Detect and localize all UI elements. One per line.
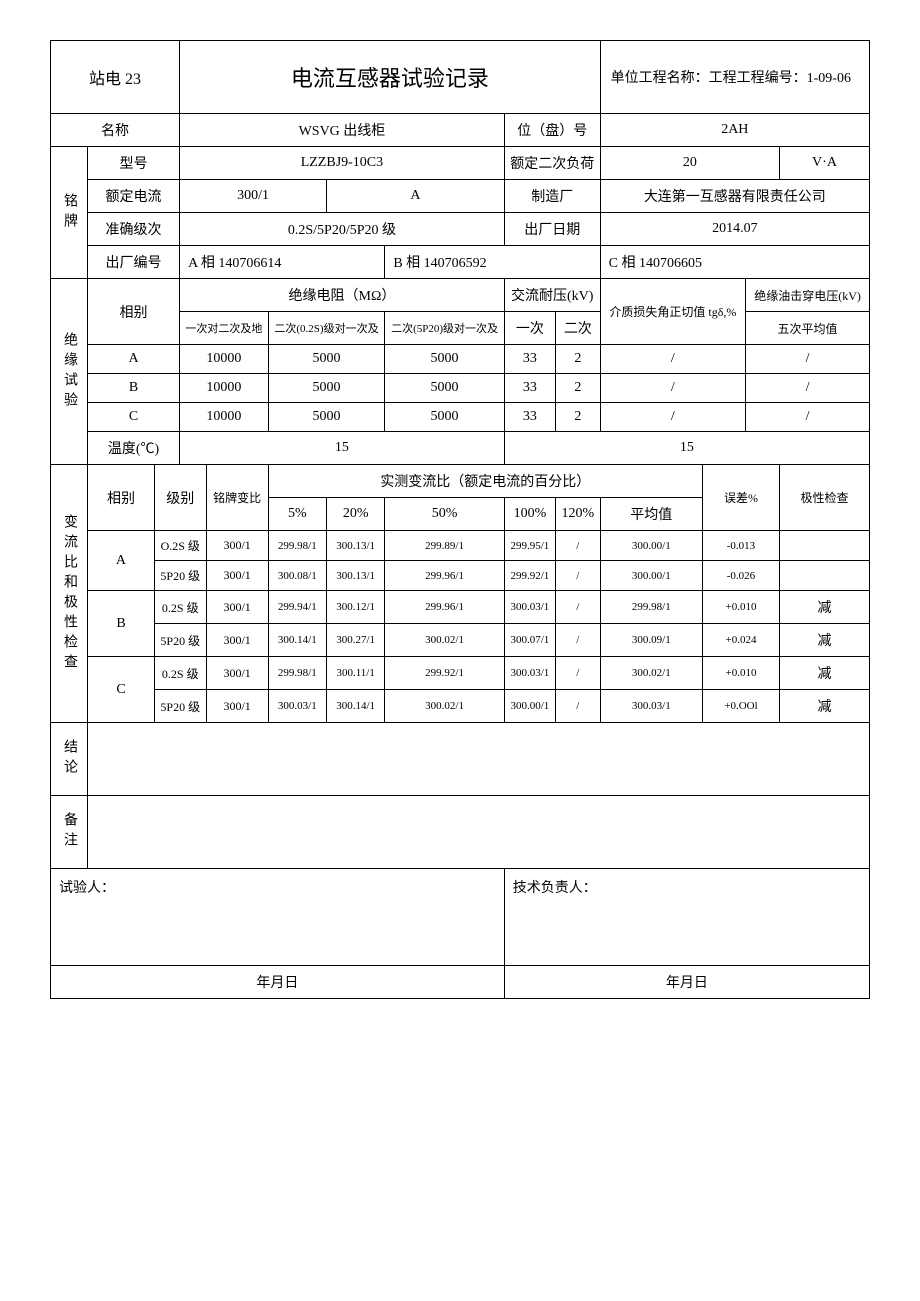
np-ratio-label: 铭牌变比 — [206, 465, 268, 531]
model-value: LZZBJ9-10C3 — [180, 147, 505, 180]
ac-label: 交流耐压(kV) — [504, 279, 600, 312]
err-label: 误差% — [702, 465, 779, 531]
polarity-label: 极性检查 — [780, 465, 870, 531]
temp1: 15 — [180, 432, 505, 465]
ratio-row: 5P20 级 300/1 300.08/1 300.13/1 299.96/1 … — [51, 561, 870, 591]
remark-label: 备注 — [51, 796, 88, 869]
ratio-row: 5P20 级 300/1 300.14/1 300.27/1 300.02/1 … — [51, 624, 870, 657]
ratio-row: 5P20 级 300/1 300.03/1 300.14/1 300.02/1 … — [51, 690, 870, 723]
ratio-section: 变流比和极性检查 — [51, 465, 88, 723]
doc-title: 电流互感器试验记录 — [180, 41, 601, 114]
test-record-table: 站电 23 电流互感器试验记录 单位工程名称：工程工程编号：1-09-06 名称… — [50, 40, 870, 999]
ac-col1: 一次 — [504, 312, 555, 345]
accuracy-label: 准确级次 — [88, 213, 180, 246]
oil-avg-label: 五次平均值 — [746, 312, 870, 345]
conclusion-label: 结论 — [51, 723, 88, 796]
res-col3: 二次(5P20)级对一次及 — [385, 312, 504, 345]
insulation-row: C 10000 5000 5000 33 2 / / — [51, 403, 870, 432]
name-value: WSVG 出线柜 — [180, 114, 505, 147]
station-code: 站电 23 — [51, 41, 180, 114]
pos-label: 位（盘）号 — [504, 114, 600, 147]
nameplate-section: 铭牌 — [51, 147, 88, 279]
res-col2: 二次(0.2S)级对一次及 — [268, 312, 385, 345]
measured-label: 实测变流比（额定电流的百分比） — [268, 465, 702, 498]
serial-b: B 相 140706592 — [385, 246, 600, 279]
res-col1: 一次对二次及地 — [180, 312, 269, 345]
remark-value — [88, 796, 870, 869]
serial-c: C 相 140706605 — [600, 246, 869, 279]
mfg-date-value: 2014.07 — [600, 213, 869, 246]
serial-label: 出厂编号 — [88, 246, 180, 279]
tech-date: 年月日 — [504, 966, 869, 999]
name-label: 名称 — [51, 114, 180, 147]
serial-a: A 相 140706614 — [180, 246, 385, 279]
project-info: 单位工程名称：工程工程编号：1-09-06 — [600, 41, 869, 114]
insulation-row: A 10000 5000 5000 33 2 / / — [51, 345, 870, 374]
accuracy-value: 0.2S/5P20/5P20 级 — [180, 213, 505, 246]
pos-value: 2AH — [600, 114, 869, 147]
conclusion-value — [88, 723, 870, 796]
tester-label: 试验人： — [51, 869, 505, 966]
ratio-phase-label: 相别 — [88, 465, 155, 531]
oil-label: 绝缘油击穿电压(kV) — [746, 279, 870, 312]
phase-label: 相别 — [88, 279, 180, 345]
tester-date: 年月日 — [51, 966, 505, 999]
ratio-row: A O.2S 级 300/1 299.98/1 300.13/1 299.89/… — [51, 531, 870, 561]
rated-current-label: 额定电流 — [88, 180, 180, 213]
rated-current-unit: A — [326, 180, 504, 213]
ratio-class-label: 级别 — [154, 465, 206, 531]
ratio-row: B 0.2S 级 300/1 299.94/1 300.12/1 299.96/… — [51, 591, 870, 624]
rated-sec-load-unit: V·A — [780, 147, 870, 180]
manufacturer-value: 大连第一互感器有限责任公司 — [600, 180, 869, 213]
res-label: 绝缘电阻（MΩ） — [180, 279, 505, 312]
insulation-section: 绝缘试验 — [51, 279, 88, 465]
ac-col2: 二次 — [556, 312, 601, 345]
tan-label: 介质损失角正切值 tgδ,% — [600, 279, 746, 345]
tech-label: 技术负责人： — [504, 869, 869, 966]
temp-label: 温度(℃) — [88, 432, 180, 465]
model-label: 型号 — [88, 147, 180, 180]
insulation-row: B 10000 5000 5000 33 2 / / — [51, 374, 870, 403]
mfg-date-label: 出厂日期 — [504, 213, 600, 246]
rated-sec-load-value: 20 — [600, 147, 779, 180]
rated-current-value: 300/1 — [180, 180, 327, 213]
temp2: 15 — [504, 432, 869, 465]
rated-sec-load-label: 额定二次负荷 — [504, 147, 600, 180]
manufacturer-label: 制造厂 — [504, 180, 600, 213]
ratio-row: C 0.2S 级 300/1 299.98/1 300.11/1 299.92/… — [51, 657, 870, 690]
